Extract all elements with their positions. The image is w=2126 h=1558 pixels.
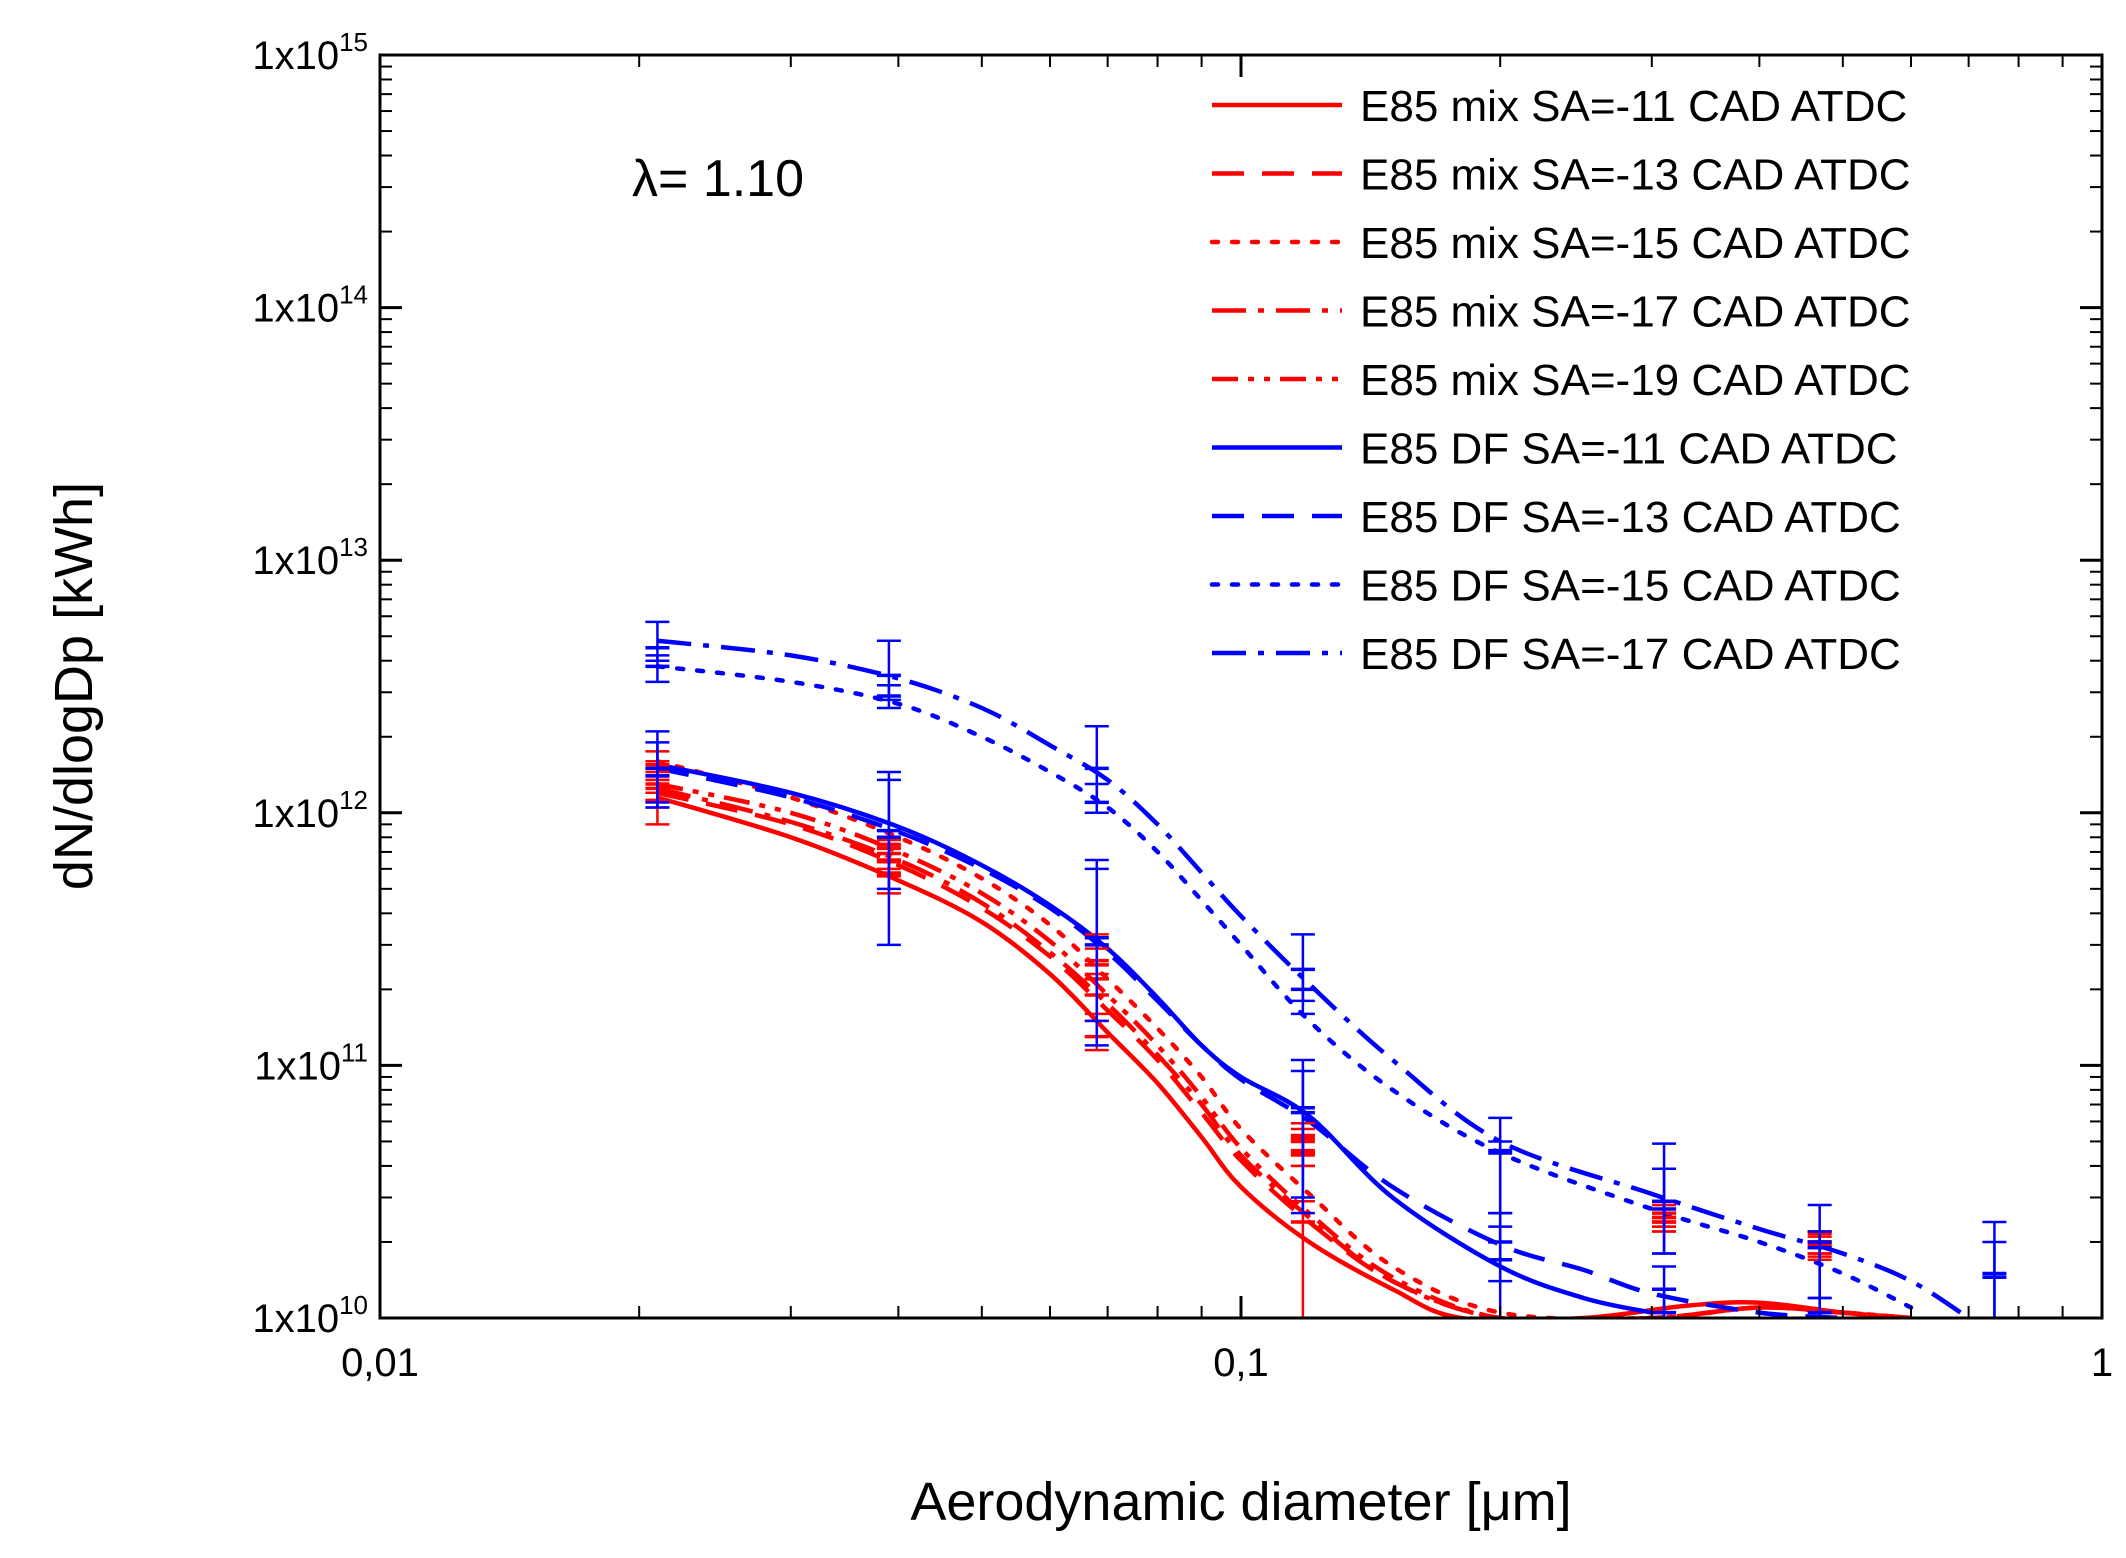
- legend-label-1: E85 mix SA=-11 CAD ATDC: [1360, 82, 1907, 131]
- axes-layer: 0,01 0,1 1 1x1010 1x1011 1x1012 1x1013 1x1014 1x…: [252, 27, 2113, 1385]
- x-tick-label: 1: [2091, 1341, 2113, 1385]
- y-tick-label: 1x1015: [252, 27, 368, 78]
- y-axis-title: dN/dlogDp [kWh]: [44, 482, 104, 890]
- lambda-annotation: λ= 1.10: [632, 150, 804, 208]
- legend-label-5: E85 mix SA=-19 CAD ATDC: [1360, 356, 1911, 405]
- legend: E85 mix SA=-11 CAD ATDC E85 mix SA=-13 CA…: [1209, 82, 1911, 679]
- y-tick-label: 1x1013: [252, 532, 368, 583]
- series-line-4: [656, 786, 1912, 1318]
- y-tick-label: 1x1011: [254, 1037, 368, 1088]
- series-line-1: [656, 795, 1912, 1318]
- series-line-6: [656, 762, 1653, 1315]
- y-tick-label: 1x1014: [252, 280, 368, 331]
- legend-label-4: E85 mix SA=-17 CAD ATDC: [1360, 288, 1911, 337]
- series-line-3: [655, 758, 1914, 1318]
- x-tick-label: 0,1: [1213, 1341, 1269, 1385]
- legend-label-6: E85 DF SA=-11 CAD ATDC: [1360, 425, 1898, 474]
- legend-label-8: E85 DF SA=-15 CAD ATDC: [1360, 562, 1901, 611]
- legend-label-9: E85 DF SA=-17 CAD ATDC: [1360, 630, 1901, 679]
- series-layer: [655, 638, 1970, 1318]
- x-axis-title: Aerodynamic diameter [μm]: [910, 1472, 1571, 1532]
- plot-background: [380, 55, 2102, 1318]
- series-line-9: [657, 638, 1970, 1318]
- y-tick-label: 1x1012: [252, 785, 368, 836]
- legend-label-2: E85 mix SA=-13 CAD ATDC: [1360, 151, 1911, 200]
- series-line-7: [656, 766, 1843, 1318]
- legend-label-3: E85 mix SA=-15 CAD ATDC: [1360, 219, 1911, 268]
- legend-label-7: E85 DF SA=-13 CAD ATDC: [1360, 493, 1901, 542]
- series-line-5: [656, 781, 1912, 1318]
- y-tick-label: 1x1010: [252, 1290, 368, 1341]
- x-tick-label: 0,01: [341, 1341, 419, 1385]
